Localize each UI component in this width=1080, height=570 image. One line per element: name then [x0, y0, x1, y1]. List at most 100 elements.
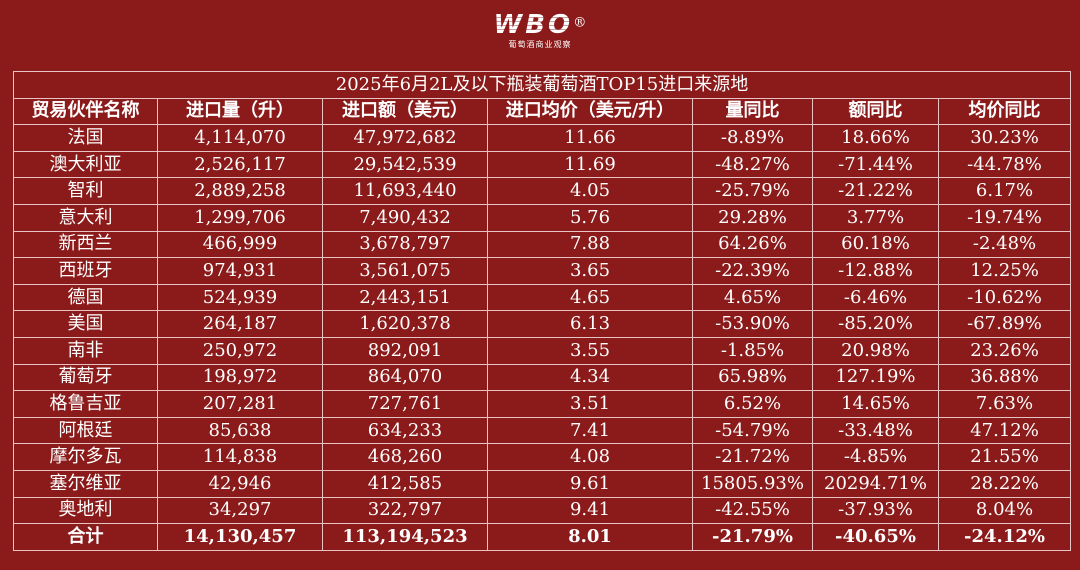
table-body: 法国 4,114,070 47,972,682 11.66 -8.89% 18.66% 30…	[13, 124, 1072, 525]
cell-avg-price: 7.88	[487, 230, 693, 259]
logo-subtitle: 葡萄酒商业观察	[508, 40, 572, 49]
cell-volume: 974,931	[157, 257, 323, 285]
total-price-yoy: -24.12%	[937, 523, 1072, 551]
cell-value-yoy: -85.20%	[812, 310, 939, 338]
cell-partner: 新西兰	[13, 230, 158, 259]
table-row: 阿根廷 85,638 634,233 7.41 -54.79% -33.48% 47.12%	[13, 416, 1072, 445]
cell-volume-yoy: 64.26%	[692, 230, 813, 259]
cell-volume: 198,972	[157, 363, 323, 392]
cell-value-yoy: 20.98%	[812, 336, 939, 365]
logo-mark: WBO®	[0, 10, 1080, 40]
cell-partner: 澳大利亚	[13, 150, 158, 179]
table-row: 塞尔维亚 42,946 412,585 9.61 15805.93% 20294.71% 2…	[13, 469, 1072, 498]
cell-value-yoy: -71.44%	[812, 150, 939, 179]
cell-volume: 85,638	[157, 416, 323, 445]
cell-volume: 466,999	[157, 230, 323, 259]
cell-price-yoy: 7.63%	[937, 390, 1072, 418]
cell-value: 1,620,378	[322, 310, 488, 338]
header-avg-price: 进口均价（美元/升）	[487, 97, 693, 126]
cell-value-yoy: 18.66%	[812, 124, 939, 152]
cell-volume: 114,838	[157, 443, 323, 471]
cell-partner: 葡萄牙	[13, 363, 158, 392]
cell-value-yoy: 60.18%	[812, 230, 939, 259]
cell-avg-price: 3.65	[487, 257, 693, 285]
cell-volume-yoy: 15805.93%	[692, 469, 813, 498]
cell-value: 3,678,797	[322, 230, 488, 259]
table-title: 2025年6月2L及以下瓶装葡萄酒TOP15进口来源地	[12, 71, 1072, 99]
cell-avg-price: 4.65	[487, 283, 693, 312]
cell-value: 2,443,151	[322, 283, 488, 312]
header-partner: 贸易伙伴名称	[13, 97, 158, 126]
cell-volume-yoy: -53.90%	[692, 310, 813, 338]
cell-partner: 格鲁吉亚	[13, 390, 158, 418]
cell-value-yoy: -12.88%	[812, 257, 939, 285]
cell-price-yoy: -10.62%	[937, 283, 1072, 312]
cell-price-yoy: 6.17%	[937, 177, 1072, 205]
cell-volume-yoy: -25.79%	[692, 177, 813, 205]
cell-price-yoy: 12.25%	[937, 257, 1072, 285]
cell-value-yoy: -33.48%	[812, 416, 939, 445]
cell-avg-price: 3.51	[487, 390, 693, 418]
total-label: 合计	[13, 523, 158, 551]
cell-price-yoy: 36.88%	[937, 363, 1072, 392]
cell-price-yoy: 8.04%	[937, 496, 1072, 525]
cell-value: 29,542,539	[322, 150, 488, 179]
cell-value-yoy: -21.22%	[812, 177, 939, 205]
cell-price-yoy: -44.78%	[937, 150, 1072, 179]
cell-partner: 美国	[13, 310, 158, 338]
cell-volume: 1,299,706	[157, 203, 323, 232]
cell-partner: 阿根廷	[13, 416, 158, 445]
header-volume: 进口量（升）	[157, 97, 323, 126]
cell-price-yoy: 47.12%	[937, 416, 1072, 445]
cell-price-yoy: 30.23%	[937, 124, 1072, 152]
cell-volume-yoy: -22.39%	[692, 257, 813, 285]
table-header-row: 贸易伙伴名称 进口量（升） 进口额（美元） 进口均价（美元/升） 量同比 额同比…	[13, 97, 1072, 126]
cell-partner: 德国	[13, 283, 158, 312]
cell-avg-price: 11.69	[487, 150, 693, 179]
total-value-yoy: -40.65%	[812, 523, 939, 551]
cell-volume: 207,281	[157, 390, 323, 418]
cell-avg-price: 7.41	[487, 416, 693, 445]
total-value: 113,194,523	[322, 523, 488, 551]
cell-value-yoy: -4.85%	[812, 443, 939, 471]
cell-value: 634,233	[322, 416, 488, 445]
cell-volume-yoy: -42.55%	[692, 496, 813, 525]
logo-mark-text: WBO	[493, 10, 574, 40]
cell-value: 468,260	[322, 443, 488, 471]
cell-avg-price: 4.08	[487, 443, 693, 471]
cell-avg-price: 4.34	[487, 363, 693, 392]
table-row: 德国 524,939 2,443,151 4.65 4.65% -6.46% -10.62%	[13, 283, 1072, 312]
total-row: 合计 14,130,457 113,194,523 8.01 -21.79% -…	[13, 523, 1072, 551]
cell-value: 864,070	[322, 363, 488, 392]
cell-volume-yoy: 4.65%	[692, 283, 813, 312]
header-value-yoy: 额同比	[812, 97, 939, 126]
table-row: 摩尔多瓦 114,838 468,260 4.08 -21.72% -4.85% 21.55…	[13, 443, 1072, 471]
cell-price-yoy: -67.89%	[937, 310, 1072, 338]
cell-volume: 2,889,258	[157, 177, 323, 205]
cell-partner: 意大利	[13, 203, 158, 232]
table-row: 澳大利亚 2,526,117 29,542,539 11.69 -48.27% -71.4…	[13, 150, 1072, 179]
cell-value: 7,490,432	[322, 203, 488, 232]
total-volume: 14,130,457	[157, 523, 323, 551]
cell-partner: 塞尔维亚	[13, 469, 158, 498]
cell-value: 892,091	[322, 336, 488, 365]
cell-volume: 2,526,117	[157, 150, 323, 179]
cell-volume-yoy: 6.52%	[692, 390, 813, 418]
header-value: 进口额（美元）	[322, 97, 488, 126]
cell-price-yoy: -2.48%	[937, 230, 1072, 259]
cell-value: 412,585	[322, 469, 488, 498]
total-avg-price: 8.01	[487, 523, 693, 551]
cell-volume: 42,946	[157, 469, 323, 498]
cell-value: 47,972,682	[322, 124, 488, 152]
table-row: 南非 250,972 892,091 3.55 -1.85% 20.98% 23.26%	[13, 336, 1072, 365]
cell-value-yoy: 127.19%	[812, 363, 939, 392]
cell-volume-yoy: -8.89%	[692, 124, 813, 152]
cell-volume-yoy: 65.98%	[692, 363, 813, 392]
table-row: 新西兰 466,999 3,678,797 7.88 64.26% 60.18% -2.48…	[13, 230, 1072, 259]
cell-volume: 34,297	[157, 496, 323, 525]
cell-value-yoy: -37.93%	[812, 496, 939, 525]
cell-partner: 法国	[13, 124, 158, 152]
table-row: 格鲁吉亚 207,281 727,761 3.51 6.52% 14.65% 7.63%	[13, 390, 1072, 418]
cell-volume: 4,114,070	[157, 124, 323, 152]
cell-value-yoy: 20294.71%	[812, 469, 939, 498]
